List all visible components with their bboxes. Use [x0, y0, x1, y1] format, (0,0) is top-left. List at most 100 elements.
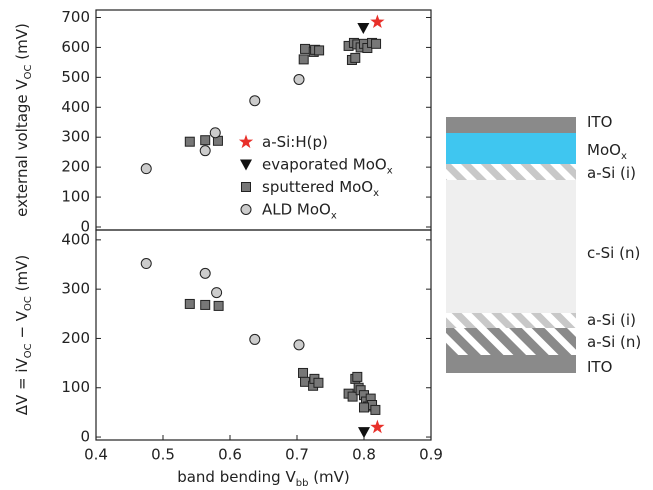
layer-label: ITO: [587, 358, 612, 376]
layer-label-part: a-Si (i): [587, 164, 636, 182]
layer-label: c-Si (n): [587, 244, 640, 262]
y-axis-label-part: − V: [13, 310, 31, 343]
point: [359, 402, 369, 413]
x-tick-label: 0.9: [419, 446, 443, 464]
point: [371, 38, 382, 49]
layer-label-part: x: [621, 151, 627, 162]
point: [357, 22, 370, 34]
point: [140, 163, 152, 175]
point: [350, 52, 361, 63]
point: [199, 145, 211, 157]
point: [249, 333, 261, 345]
legend-marker: [238, 134, 254, 149]
point: [200, 135, 211, 146]
point: [314, 45, 325, 56]
legend-marker: [240, 204, 252, 215]
y-axis-label: external voltage VOC (mV): [13, 23, 34, 217]
legend-label: evaporated MoOx: [262, 155, 393, 176]
point: [293, 73, 305, 85]
x-tick-label: 0.4: [84, 446, 108, 464]
point: [293, 339, 305, 351]
y-axis-label-part: OC: [23, 64, 34, 79]
point: [300, 43, 311, 54]
legend-label-part: x: [387, 165, 393, 176]
x-tick-label: 0.7: [285, 446, 309, 464]
y-tick-label: 300: [61, 128, 90, 146]
y-axis-label: ΔV = iVOC − VOC (mV): [13, 255, 34, 416]
legend-label-part: x: [331, 210, 337, 221]
layer-label: a-Si (i): [587, 311, 636, 329]
point: [298, 54, 309, 65]
point: [352, 371, 363, 382]
plot-frame: [95, 229, 432, 441]
point: [184, 298, 195, 309]
point: [140, 258, 152, 270]
y-tick-label: 0: [80, 218, 90, 236]
layer-stack: [446, 117, 576, 373]
legend-label: ALD MoOx: [262, 200, 337, 221]
layer-ito-bottom: [446, 355, 576, 373]
y-tick-label: 200: [61, 329, 90, 347]
layer-a-si-i-bottom: [446, 313, 576, 328]
y-tick-label: 600: [61, 38, 90, 56]
y-axis-label-part: OC: [23, 296, 34, 311]
x-axis-label-part: bb: [296, 478, 309, 489]
point: [313, 377, 324, 388]
y-axis-label-part: ΔV = iV: [13, 357, 31, 415]
point: [200, 299, 211, 310]
point: [211, 287, 223, 299]
legend-label-part: a-Si:H(p): [262, 133, 328, 151]
layer-c-si: [446, 180, 576, 313]
point: [209, 127, 221, 139]
y-axis-label-part: (mV): [13, 255, 31, 296]
layer-label-part: c-Si (n): [587, 244, 640, 262]
y-tick-label: 100: [61, 188, 90, 206]
y-tick-label: 400: [61, 98, 90, 116]
layer-label: a-Si (n): [587, 333, 641, 351]
x-axis-label: band bending Vbb (mV): [177, 468, 350, 489]
x-axis-label-part: (mV): [308, 468, 349, 486]
point: [184, 136, 195, 147]
point: [249, 95, 261, 107]
point: [347, 391, 358, 402]
y-tick-label: 400: [61, 230, 90, 248]
y-tick-label: 700: [61, 8, 90, 26]
point: [298, 367, 309, 378]
y-tick-label: 100: [61, 378, 90, 396]
point: [370, 404, 381, 415]
y-tick-label: 500: [61, 68, 90, 86]
legend-label-part: x: [373, 188, 379, 199]
x-axis-label-part: band bending V: [177, 468, 296, 486]
point: [199, 267, 211, 279]
layer-moox: [446, 133, 576, 164]
legend-label: sputtered MoOx: [262, 178, 379, 199]
y-tick-label: 300: [61, 280, 90, 298]
layer-label: a-Si (i): [587, 164, 636, 182]
y-axis-label-part: (mV): [13, 23, 31, 64]
legend-label-part: evaporated MoO: [262, 155, 387, 173]
y-axis-label-part: external voltage V: [13, 79, 31, 217]
x-tick-label: 0.6: [218, 446, 242, 464]
legend-label-part: sputtered MoO: [262, 178, 373, 196]
legend-marker: [240, 159, 252, 171]
legend-marker: [241, 182, 251, 192]
layer-label: ITO: [587, 113, 612, 131]
layer-label-part: a-Si (i): [587, 311, 636, 329]
y-axis-label-part: OC: [23, 343, 34, 358]
layer-label-part: ITO: [587, 358, 612, 376]
point: [370, 419, 385, 434]
layer-a-si-i-top: [446, 164, 576, 180]
x-tick-label: 0.8: [352, 446, 376, 464]
legend-label-part: ALD MoO: [262, 200, 331, 218]
layer-label: MoOx: [587, 141, 627, 162]
point: [370, 14, 385, 29]
layer-label-part: MoO: [587, 141, 621, 159]
point: [213, 300, 224, 311]
y-tick-label: 0: [80, 428, 90, 446]
layer-label-part: a-Si (n): [587, 333, 641, 351]
y-tick-label: 200: [61, 158, 90, 176]
legend-label: a-Si:H(p): [262, 133, 328, 151]
layer-a-si-n: [446, 328, 576, 355]
x-tick-label: 0.5: [151, 446, 175, 464]
